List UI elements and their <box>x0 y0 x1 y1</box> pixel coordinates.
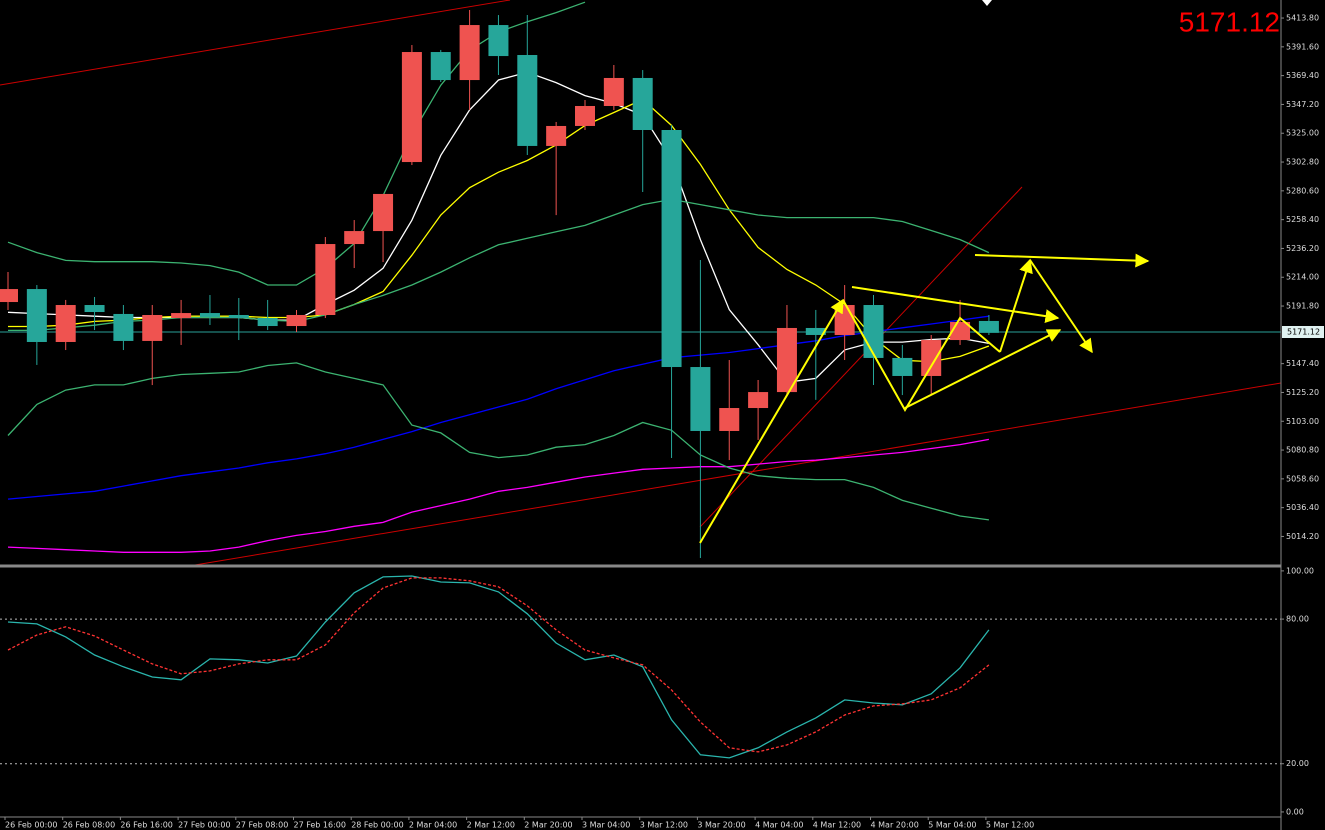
y-tick-label: 5080.80 <box>1286 446 1319 455</box>
candle-body <box>690 367 711 431</box>
candle-body <box>459 25 480 81</box>
candle-body <box>430 52 451 81</box>
arrow <box>974 253 1150 268</box>
price-tag <box>1282 326 1324 338</box>
candle-body <box>199 313 220 317</box>
candle-body <box>863 305 884 358</box>
x-tick-label: 2 Mar 12:00 <box>467 821 515 830</box>
y-tick-label: 0.00 <box>1286 807 1304 816</box>
y-tick-label: 5413.80 <box>1286 14 1319 23</box>
y-tick-label: 80.00 <box>1286 615 1309 624</box>
zigzag <box>842 299 1001 412</box>
arrow <box>1029 259 1093 354</box>
x-tick-label: 3 Mar 12:00 <box>640 821 688 830</box>
candle-body <box>55 305 76 342</box>
candle-body <box>488 25 509 57</box>
y-tick-label: 5103.00 <box>1286 417 1319 426</box>
candle-body <box>257 317 278 327</box>
indicator-line <box>7 315 989 500</box>
candle-body <box>748 392 769 409</box>
y-tick-label: 5125.20 <box>1286 388 1319 397</box>
x-tick-label: 2 Mar 04:00 <box>409 821 457 830</box>
arrow <box>904 329 1062 409</box>
y-tick-label: 5347.20 <box>1286 100 1319 109</box>
candle-body <box>401 52 422 163</box>
candle-body <box>719 408 740 431</box>
arrow <box>851 286 1060 324</box>
x-tick-label: 5 Mar 12:00 <box>986 821 1034 830</box>
x-tick-label: 26 Feb 08:00 <box>63 821 115 830</box>
y-tick-label: 5280.60 <box>1286 186 1319 195</box>
shift-marker <box>982 0 992 6</box>
indicator-line <box>7 577 990 753</box>
candle-body <box>805 327 826 335</box>
candle-body <box>344 231 365 245</box>
current-price: 5171.12 <box>1179 6 1280 37</box>
candle-body <box>575 105 595 126</box>
candle-body <box>0 289 18 303</box>
candle-body <box>978 320 999 333</box>
candle-body <box>632 77 653 130</box>
y-tick-label: 5258.40 <box>1286 215 1319 224</box>
arrow <box>699 298 844 544</box>
x-tick-label: 5 Mar 04:00 <box>928 821 976 830</box>
candle-body <box>373 193 394 232</box>
x-tick-label: 26 Feb 00:00 <box>5 821 57 830</box>
y-tick-label: 5036.40 <box>1286 503 1319 512</box>
y-tick-label: 5391.60 <box>1286 42 1319 51</box>
x-tick-label: 27 Feb 00:00 <box>178 821 230 830</box>
indicator-line <box>7 438 990 553</box>
candle-body <box>921 340 942 376</box>
drawings <box>699 253 1150 544</box>
candle-body <box>228 314 249 318</box>
indicator-line <box>8 198 990 332</box>
candle-body <box>603 77 624 106</box>
x-tick-label: 26 Feb 16:00 <box>120 821 172 830</box>
candle-body <box>286 314 307 327</box>
x-tick-label: 28 Feb 00:00 <box>351 821 403 830</box>
x-tick-label: 3 Mar 04:00 <box>582 821 630 830</box>
trend-line <box>194 382 1281 565</box>
candle-body <box>517 55 538 146</box>
candle-body <box>315 244 336 315</box>
y-tick-label: 5191.80 <box>1286 302 1319 311</box>
x-tick-label: 27 Feb 16:00 <box>294 821 346 830</box>
candle-body <box>113 313 134 341</box>
x-tick-label: 3 Mar 20:00 <box>697 821 745 830</box>
x-tick-label: 27 Feb 08:00 <box>236 821 288 830</box>
y-tick-label: 5236.20 <box>1286 244 1319 253</box>
trend-line <box>0 0 511 86</box>
candle-body <box>546 125 567 146</box>
indicator-line <box>7 575 990 759</box>
candle-body <box>892 357 913 376</box>
candle-body <box>142 314 163 341</box>
candle-body <box>171 313 192 318</box>
x-tick-label: 4 Mar 12:00 <box>813 821 861 830</box>
candle-body <box>776 327 797 393</box>
y-tick-label: 20.00 <box>1286 759 1309 768</box>
indicator-pane <box>0 575 1281 765</box>
x-tick-label: 4 Mar 04:00 <box>755 821 803 830</box>
price-tag-label: 5171.12 <box>1287 328 1320 337</box>
y-tick-label: 5325.00 <box>1286 129 1319 138</box>
x-tick-label: 2 Mar 20:00 <box>524 821 572 830</box>
main-pane <box>0 0 1281 565</box>
y-tick-label: 5369.40 <box>1286 71 1319 80</box>
candle-body <box>26 289 47 342</box>
candle-body <box>84 305 105 313</box>
y-tick-label: 100.00 <box>1286 566 1314 575</box>
candle-body <box>661 129 682 368</box>
y-tick-label: 5214.00 <box>1286 273 1319 282</box>
indicator-line <box>7 362 989 521</box>
x-tick-label: 4 Mar 20:00 <box>871 821 919 830</box>
y-tick-label: 5302.80 <box>1286 158 1319 167</box>
y-tick-label: 5147.40 <box>1286 359 1319 368</box>
y-tick-label: 5058.60 <box>1286 474 1319 483</box>
arrow <box>999 258 1033 353</box>
y-tick-label: 5014.20 <box>1286 532 1319 541</box>
